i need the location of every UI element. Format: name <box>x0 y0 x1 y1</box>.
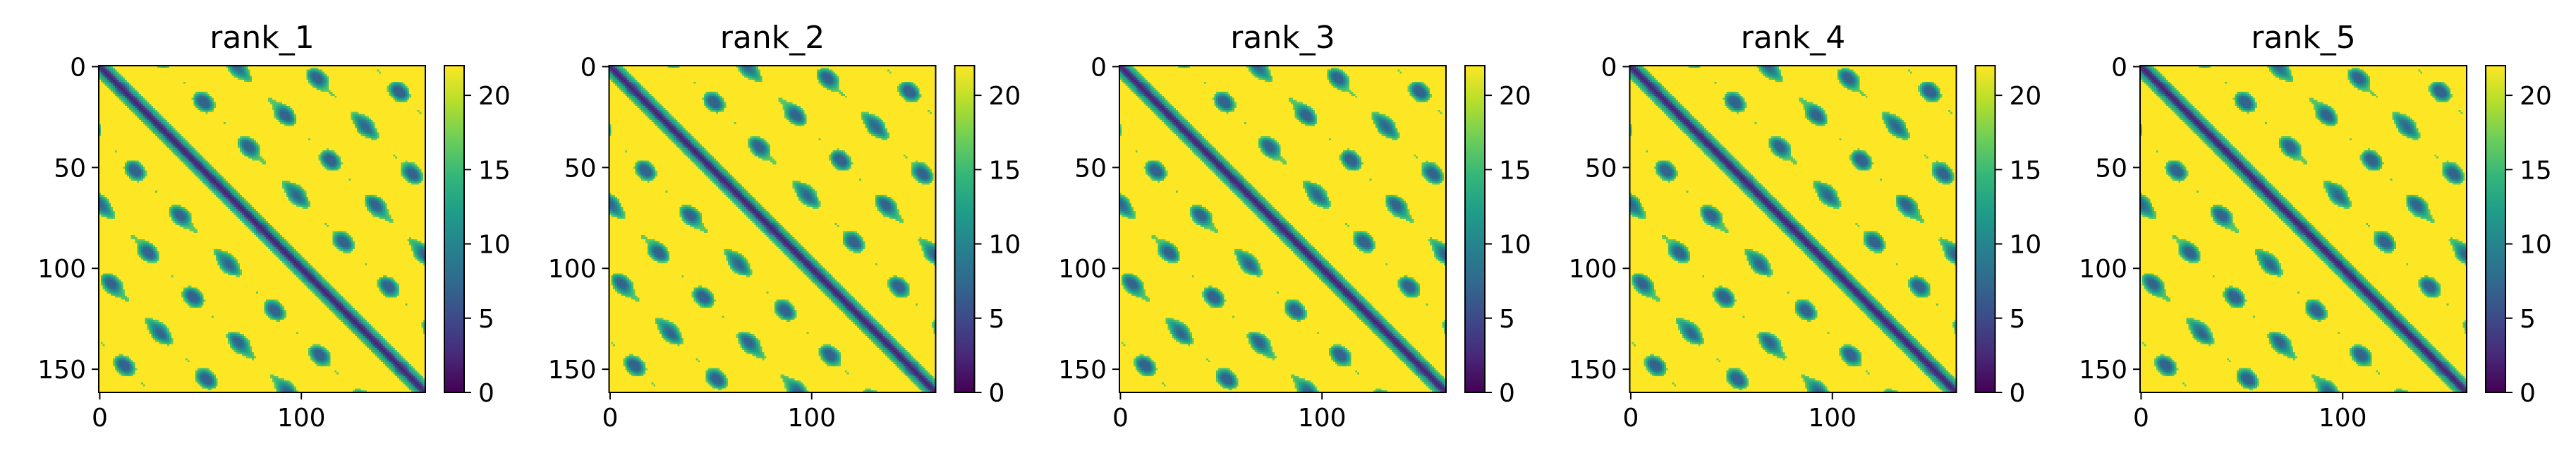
y-tick-label: 50 <box>564 154 597 183</box>
x-tick-label: 100 <box>1298 404 1347 433</box>
plot-frame <box>1629 65 1957 393</box>
colorbar-tick-label: 10 <box>1499 231 1531 260</box>
colorbar-tick-label: 15 <box>1499 156 1531 185</box>
y-tick-label: 0 <box>1601 53 1617 82</box>
x-tick-label: 100 <box>787 404 836 433</box>
y-tick-label: 100 <box>1058 255 1107 284</box>
heatmap-image <box>609 66 936 392</box>
colorbar-tick-label: 10 <box>2520 231 2552 260</box>
colorbar-tick-label: 5 <box>478 305 494 334</box>
plot-frame <box>98 65 426 393</box>
colorbar-tick-label: 0 <box>478 379 494 408</box>
y-tick-label: 0 <box>1090 53 1107 82</box>
y-tick-label: 50 <box>1585 154 1617 183</box>
colorbar-tick-label: 0 <box>1499 379 1515 408</box>
colorbar-tick-label: 5 <box>2520 305 2536 334</box>
y-tick-label: 150 <box>1058 356 1107 385</box>
x-tick-label: 0 <box>602 404 618 433</box>
chart-title: rank_1 <box>209 20 314 56</box>
colorbar-tick-label: 5 <box>989 305 1005 334</box>
colorbar-tick-label: 5 <box>2010 305 2026 334</box>
plot-frame <box>608 65 937 393</box>
x-tick-label: 100 <box>277 404 326 433</box>
colorbar-tick-label: 20 <box>478 82 511 111</box>
colorbar <box>1464 65 1486 393</box>
colorbar-tick-label: 15 <box>989 156 1021 185</box>
colorbar-tick-label: 0 <box>2520 379 2536 408</box>
colorbar-tick-label: 20 <box>2010 82 2042 111</box>
x-tick-label: 0 <box>1112 404 1129 433</box>
colorbar-tick-label: 15 <box>478 156 511 185</box>
chart-title: rank_5 <box>2251 20 2355 56</box>
y-tick-label: 150 <box>1569 356 1617 385</box>
y-tick-label: 0 <box>70 53 86 82</box>
heatmap-image <box>99 66 425 392</box>
chart-title: rank_4 <box>1741 20 1845 56</box>
y-tick-label: 150 <box>548 356 597 385</box>
colorbar-tick-label: 15 <box>2520 156 2552 185</box>
colorbar-tick-label: 20 <box>2520 82 2552 111</box>
colorbar-tick-label: 5 <box>1499 305 1515 334</box>
colorbar <box>1974 65 1996 393</box>
y-tick-label: 150 <box>37 356 86 385</box>
colorbar <box>954 65 976 393</box>
y-tick-label: 100 <box>548 255 597 284</box>
y-tick-label: 0 <box>2111 53 2127 82</box>
y-tick-label: 50 <box>2095 154 2127 183</box>
colorbar-tick-label: 20 <box>989 82 1021 111</box>
chart-title: rank_2 <box>720 20 825 56</box>
y-tick-label: 100 <box>1569 255 1617 284</box>
plot-frame <box>2139 65 2467 393</box>
x-tick-label: 0 <box>92 404 108 433</box>
y-tick-label: 150 <box>2079 356 2127 385</box>
colorbar-tick-label: 0 <box>989 379 1005 408</box>
y-tick-label: 0 <box>581 53 597 82</box>
y-tick-label: 50 <box>54 154 86 183</box>
y-tick-label: 50 <box>1074 154 1107 183</box>
x-tick-label: 0 <box>1622 404 1639 433</box>
chart-title: rank_3 <box>1230 20 1335 56</box>
plot-frame <box>1119 65 1447 393</box>
heatmap-image <box>1119 66 1446 392</box>
colorbar-tick-label: 20 <box>1499 82 1531 111</box>
colorbar-tick-label: 10 <box>989 231 1021 260</box>
y-tick-label: 100 <box>37 255 86 284</box>
heatmap-image <box>1629 66 1957 392</box>
colorbar <box>2485 65 2506 393</box>
colorbar <box>444 65 465 393</box>
heatmap-image <box>2140 66 2467 392</box>
x-tick-label: 100 <box>1808 404 1857 433</box>
colorbar-tick-label: 15 <box>2010 156 2042 185</box>
x-tick-label: 0 <box>2133 404 2149 433</box>
colorbar-tick-label: 0 <box>2010 379 2026 408</box>
colorbar-tick-label: 10 <box>478 231 511 260</box>
x-tick-label: 100 <box>2319 404 2367 433</box>
y-tick-label: 100 <box>2079 255 2127 284</box>
colorbar-tick-label: 10 <box>2010 231 2042 260</box>
